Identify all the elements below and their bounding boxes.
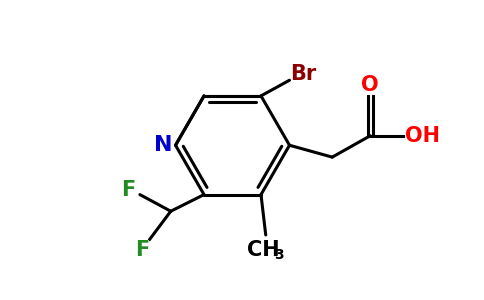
- Text: N: N: [154, 135, 173, 155]
- Text: OH: OH: [405, 126, 440, 146]
- Text: F: F: [135, 240, 150, 260]
- Text: O: O: [362, 75, 379, 95]
- Text: Br: Br: [290, 64, 317, 84]
- Text: 3: 3: [274, 248, 283, 262]
- Text: F: F: [121, 180, 135, 200]
- Text: CH: CH: [247, 240, 280, 260]
